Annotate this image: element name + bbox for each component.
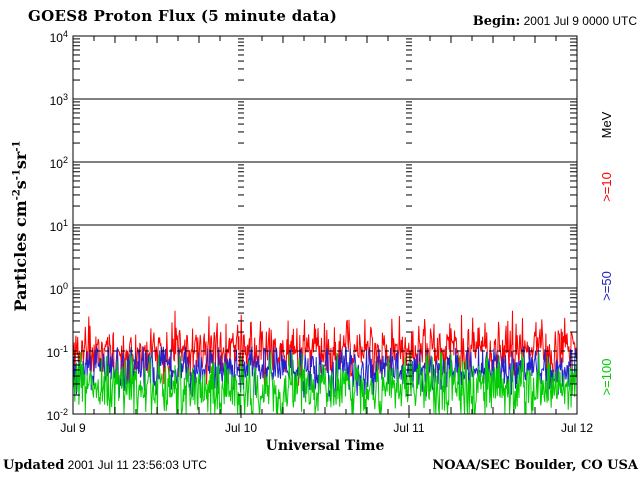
y-tick-label: 102 [49, 155, 68, 171]
y-tick-label: 101 [49, 218, 68, 234]
legend-ge100-label: >=100 [599, 358, 614, 396]
updated-label: Updated [3, 458, 65, 473]
chart-title: GOES8 Proton Flux (5 minute data) [28, 7, 338, 25]
x-tick-jul11: Jul 11 [393, 421, 425, 435]
source-attribution: NOAA/SEC Boulder, CO USA [432, 458, 638, 473]
y-tick-label: 10-2 [46, 407, 68, 423]
legend-ge10-label: >=10 [599, 172, 614, 202]
begin-timestamp: Begin: 2001 Jul 9 0000 UTC [473, 14, 637, 29]
updated-timestamp: Updated 2001 Jul 11 23:56:03 UTC [3, 458, 207, 473]
y-tick-label: 103 [49, 92, 68, 108]
updated-value: 2001 Jul 11 23:56:03 UTC [67, 458, 207, 472]
legend-units-label: MeV [599, 111, 614, 139]
x-tick-jul10: Jul 10 [224, 421, 258, 435]
legend-ge50-label: >=50 [599, 271, 614, 301]
y-tick-label: 100 [49, 281, 68, 297]
x-axis-title: Universal Time [265, 438, 385, 454]
begin-label: Begin: [472, 14, 521, 29]
begin-value: 2001 Jul 9 0000 UTC [523, 14, 637, 28]
x-tick-jul12: Jul 12 [560, 421, 594, 435]
y-tick-label: 10-1 [46, 344, 68, 360]
y-tick-label: 104 [49, 29, 68, 45]
x-tick-jul9: Jul 9 [60, 421, 86, 435]
